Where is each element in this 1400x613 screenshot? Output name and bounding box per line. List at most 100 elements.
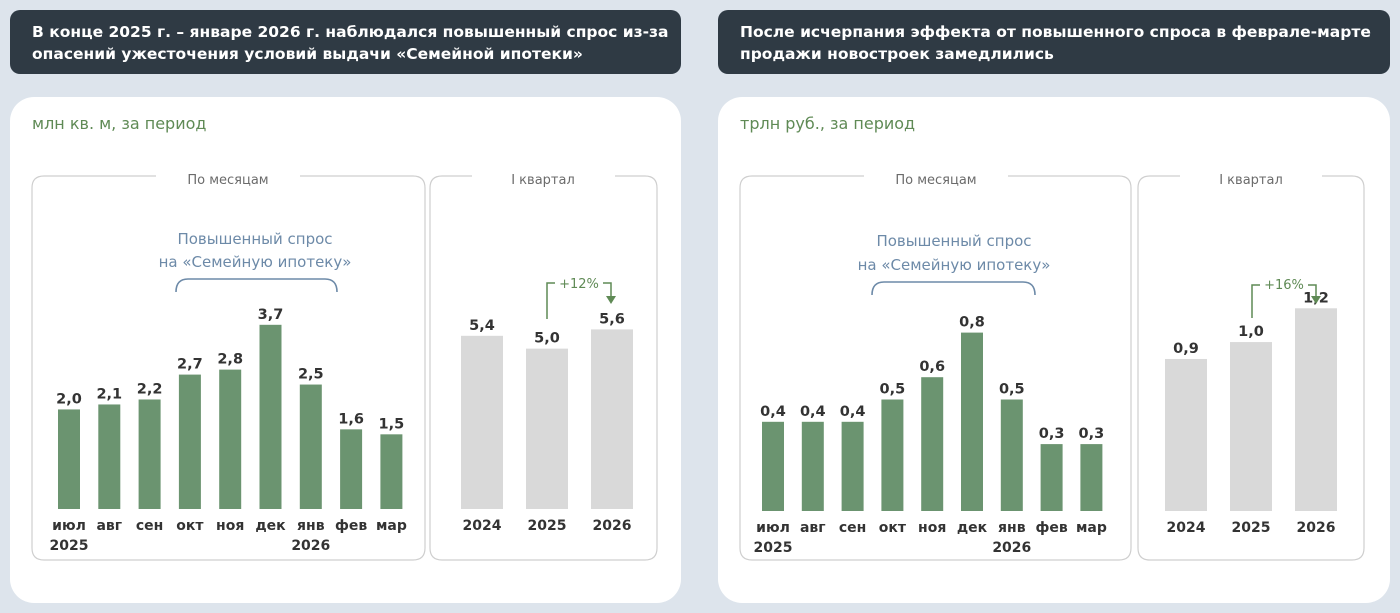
right-monthly-year-label: 2026: [992, 540, 1031, 556]
right-quarter-value-label: 0,9: [1173, 341, 1199, 357]
right-monthly-bar-дек: [961, 332, 983, 511]
left-unit-label: млн кв. м, за период: [32, 114, 207, 133]
left-monthly-bar-ноя: [219, 369, 242, 509]
right-monthly-x-label: фев: [1035, 520, 1067, 536]
left-quarter-box-label: I квартал: [511, 173, 575, 188]
left-monthly-bar-авг: [98, 404, 121, 509]
right-chart-card: трлн руб., за период По месяцам I кварта…: [718, 97, 1390, 603]
left-quarter-value-label: 5,6: [599, 311, 625, 327]
left-chart: По месяцам I квартал Повышенный спрос на…: [31, 173, 658, 561]
left-quarter-x-label: 2025: [528, 518, 567, 534]
right-monthly-x-label: янв: [998, 520, 1026, 536]
left-header-line2: опасений ужесточения условий выдачи «Сем…: [32, 45, 583, 63]
left-growth-arrowhead: [606, 296, 616, 304]
right-growth-label: +16%: [1264, 278, 1304, 293]
left-annotation-bracket: [175, 278, 338, 293]
right-header-line2: продажи новостроек замедлились: [740, 45, 1054, 63]
right-monthly-bar-ноя: [921, 377, 944, 511]
left-annotation-line1: Повышенный спрос: [177, 230, 332, 248]
right-monthly-x-label: авг: [800, 520, 826, 536]
left-monthly-x-label: янв: [297, 518, 325, 534]
right-annotation-bracket: [871, 281, 1036, 296]
right-monthly-bar-мар: [1080, 444, 1103, 511]
left-quarter-bar-2024: [461, 335, 503, 509]
right-unit-label: трлн руб., за период: [740, 114, 916, 133]
left-monthly-value-label: 2,8: [217, 352, 243, 368]
right-monthly-bar-фев: [1040, 444, 1063, 511]
left-monthly-x-label: мар: [376, 518, 407, 534]
left-monthly-bar-июл: [58, 409, 80, 509]
right-growth-arrow: [1251, 284, 1317, 318]
right-quarter-box-label: I квартал: [1219, 173, 1283, 188]
right-monthly-value-label: 0,8: [959, 315, 985, 331]
right-quarter-x-label: 2024: [1167, 520, 1206, 536]
left-monthly-bar-окт: [178, 374, 201, 509]
left-monthly-bar-янв: [299, 384, 322, 509]
left-monthly-x-label: фев: [335, 518, 367, 534]
right-annotation-line1: Повышенный спрос: [876, 232, 1031, 250]
left-monthly-x-label: дек: [255, 518, 286, 534]
left-annotation-line2: на «Семейную ипотеку»: [159, 253, 352, 271]
left-monthly-bar-фев: [340, 429, 363, 509]
left-monthly-bar-сен: [138, 399, 161, 509]
right-quarter-x-label: 2025: [1232, 520, 1271, 536]
right-chart: По месяцам I квартал Повышенный спрос на…: [739, 173, 1365, 561]
left-quarter-bar-2025: [526, 348, 568, 509]
left-monthly-value-label: 2,1: [96, 386, 122, 402]
right-monthly-bar-июл: [762, 421, 784, 511]
right-annotation-line2: на «Семейную ипотеку»: [858, 256, 1051, 274]
left-quarter-x-label: 2024: [463, 518, 502, 534]
right-monthly-x-label: окт: [879, 520, 907, 536]
left-monthly-value-label: 2,7: [177, 357, 203, 373]
right-monthly-value-label: 0,4: [760, 404, 786, 420]
left-quarter-value-label: 5,4: [469, 318, 495, 334]
right-monthly-x-label: июл: [756, 520, 790, 536]
right-monthly-value-label: 0,6: [919, 359, 945, 375]
left-header: В конце 2025 г. – январе 2026 г. наблюда…: [10, 10, 681, 74]
right-monthly-x-label: сен: [839, 520, 866, 536]
right-monthly-box: [739, 175, 1132, 561]
right-monthly-value-label: 0,4: [840, 404, 866, 420]
right-monthly-bar-сен: [841, 421, 864, 511]
left-quarter-box: [429, 175, 658, 561]
right-monthly-value-label: 0,3: [1039, 426, 1065, 442]
right-monthly-x-label: ноя: [918, 520, 946, 536]
right-monthly-box-label: По месяцам: [895, 173, 976, 188]
left-monthly-x-label: сен: [136, 518, 163, 534]
left-monthly-bar-мар: [380, 434, 403, 509]
left-monthly-year-label: 2025: [50, 538, 89, 554]
right-monthly-value-label: 0,3: [1079, 426, 1105, 442]
right-quarter-value-label: 1,0: [1238, 324, 1264, 340]
left-header-line1: В конце 2025 г. – январе 2026 г. наблюда…: [32, 23, 669, 41]
right-quarter-box: [1137, 175, 1365, 561]
left-growth-arrow: [546, 282, 612, 319]
left-monthly-x-label: ноя: [216, 518, 244, 534]
right-monthly-year-label: 2025: [754, 540, 793, 556]
left-monthly-value-label: 2,0: [56, 391, 82, 407]
left-chart-card: млн кв. м, за период По месяцам I кварта…: [10, 97, 681, 603]
left-monthly-value-label: 2,2: [137, 381, 163, 397]
left-quarter-x-label: 2026: [593, 518, 632, 534]
left-monthly-value-label: 1,5: [379, 416, 405, 432]
right-quarter-x-label: 2026: [1297, 520, 1336, 536]
right-header: После исчерпания эффекта от повышенного …: [718, 10, 1390, 74]
right-monthly-value-label: 0,5: [999, 382, 1025, 398]
right-monthly-x-label: дек: [957, 520, 988, 536]
left-monthly-value-label: 2,5: [298, 367, 324, 383]
right-monthly-bar-авг: [801, 421, 824, 511]
left-monthly-year-label: 2026: [291, 538, 330, 554]
right-quarter-bar-2026: [1295, 308, 1337, 511]
left-monthly-x-label: июл: [52, 518, 86, 534]
right-monthly-value-label: 0,5: [880, 382, 906, 398]
right-monthly-x-label: мар: [1076, 520, 1107, 536]
right-quarter-bar-2024: [1165, 358, 1207, 511]
left-monthly-box: [31, 175, 426, 561]
left-quarter-bar-2026: [591, 329, 633, 509]
right-header-line1: После исчерпания эффекта от повышенного …: [740, 23, 1371, 41]
right-monthly-bar-окт: [881, 399, 904, 511]
left-monthly-bar-дек: [259, 324, 282, 509]
right-monthly-value-label: 0,4: [800, 404, 826, 420]
left-monthly-x-label: окт: [176, 518, 204, 534]
left-monthly-value-label: 3,7: [258, 307, 284, 323]
left-monthly-box-label: По месяцам: [187, 173, 268, 188]
